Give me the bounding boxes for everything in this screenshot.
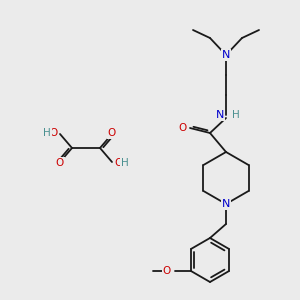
- Text: O: O: [108, 128, 116, 138]
- Text: H: H: [232, 110, 240, 120]
- Text: N: N: [222, 199, 230, 209]
- Text: N: N: [222, 50, 230, 60]
- Text: O: O: [179, 123, 187, 133]
- Text: H: H: [43, 128, 51, 138]
- Text: O: O: [50, 128, 58, 138]
- Text: H: H: [121, 158, 129, 168]
- Text: O: O: [163, 266, 171, 276]
- Text: N: N: [216, 110, 224, 120]
- Text: O: O: [114, 158, 122, 168]
- Text: O: O: [56, 158, 64, 168]
